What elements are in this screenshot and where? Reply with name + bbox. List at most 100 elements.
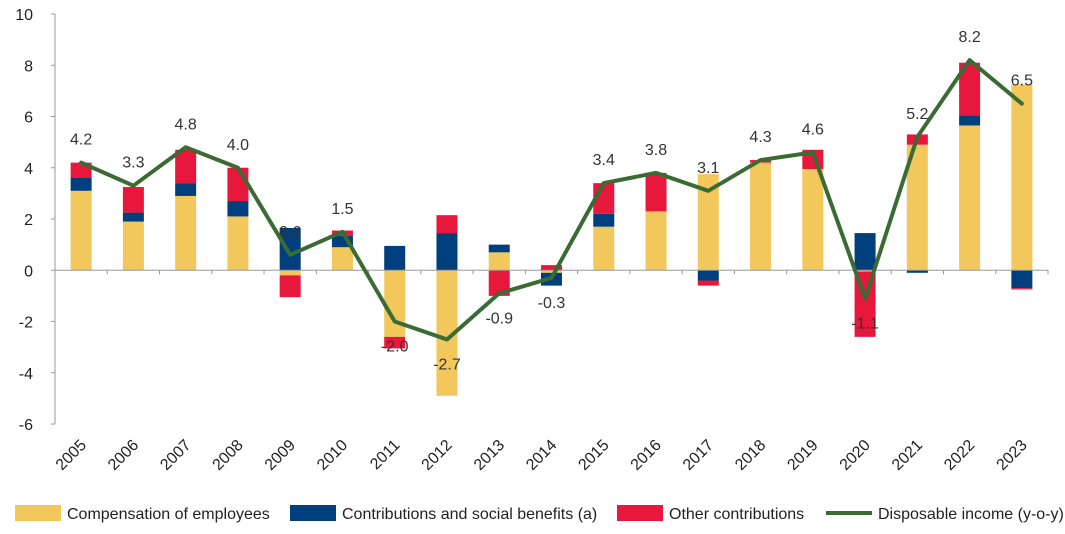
bar-2011-series-0	[384, 270, 406, 337]
bar-2011-series-1	[384, 245, 406, 271]
line-label-2014: -0.3	[538, 295, 566, 312]
bar-2017-series-1	[697, 270, 719, 281]
disposable-income-line	[79, 58, 1024, 342]
bar-2021-series-1	[906, 270, 928, 273]
x-tick-label-2015: 2015	[575, 437, 612, 474]
x-tick-label-2014: 2014	[523, 437, 560, 474]
line-label-2007: 4.8	[175, 116, 197, 133]
x-tick-label-2018: 2018	[732, 437, 769, 474]
y-tick-label: 8	[24, 58, 33, 75]
line-label-2012: -2.7	[433, 356, 461, 373]
bar-2023-series-0	[1011, 84, 1033, 271]
line-label-2018: 4.3	[749, 129, 771, 146]
bar-2017-series-0	[697, 174, 719, 271]
bar-2020-series-1	[854, 233, 876, 271]
line-label-2006: 3.3	[122, 155, 144, 172]
bar-2014-series-2	[541, 265, 562, 271]
bars-layer	[70, 62, 1033, 396]
bar-2005-series-0	[70, 190, 92, 271]
bar-2021-series-0	[906, 144, 928, 271]
x-tick-label-2016: 2016	[628, 437, 665, 474]
x-tick-label-2007: 2007	[157, 437, 194, 474]
line-label-2010: 1.5	[331, 201, 353, 218]
y-tick-label: -4	[19, 366, 33, 383]
bar-2007-series-0	[175, 195, 197, 271]
y-tick-label: -2	[19, 315, 33, 332]
bar-2009-series-0	[279, 270, 301, 276]
line-label-2017: 3.1	[697, 160, 719, 177]
legend-swatch-contributions	[290, 505, 336, 521]
bar-2022-series-1	[959, 115, 981, 126]
bar-2014-series-0	[541, 270, 562, 273]
legend-label-disposable-income: Disposable income (y-o-y)	[878, 506, 1064, 523]
bar-2019-series-0	[802, 169, 824, 271]
legend-swatch-compensation	[15, 505, 61, 521]
labels-layer: 4.2 3.3 4.8 4.0 0.6 1.5 -2.0 -2.7 -0.9 -0.3 3.4 3.8…	[70, 29, 1033, 373]
bar-2008-series-1	[227, 201, 249, 217]
bar-2017-series-2	[697, 280, 719, 286]
x-tick-label-2008: 2008	[210, 437, 247, 474]
line-label-2016: 3.8	[645, 142, 667, 159]
x-tick-label-2013: 2013	[471, 437, 508, 474]
x-tick-label-2022: 2022	[941, 437, 978, 474]
y-tick-label: -6	[19, 417, 33, 434]
line-layer	[79, 58, 1024, 342]
line-label-2021: 5.2	[906, 106, 928, 123]
line-label-2008: 4.0	[227, 137, 249, 154]
y-tick-label: 4	[24, 161, 33, 178]
x-tick-label-2009: 2009	[262, 437, 299, 474]
x-tick-label-2019: 2019	[784, 437, 821, 474]
line-label-2020: -1.1	[851, 315, 879, 332]
axes-layer: 10 8 6 4 2 0 -2 -4 -6 2005 2006 2007 2008 2009 2010 201…	[15, 7, 1049, 474]
x-tick-label-2021: 2021	[889, 437, 926, 474]
bar-2006-series-1	[122, 212, 144, 222]
bar-2010-series-0	[331, 247, 353, 271]
line-label-2005: 4.2	[70, 132, 92, 149]
bar-2007-series-1	[175, 183, 197, 196]
y-tick-label: 6	[24, 110, 33, 127]
bar-2006-series-2	[122, 186, 144, 213]
line-label-2011: -2.0	[381, 339, 409, 356]
bar-2007-series-2	[175, 149, 197, 184]
x-tick-label-2006: 2006	[105, 437, 142, 474]
bar-2008-series-0	[227, 216, 249, 271]
bar-2016-series-0	[645, 211, 667, 271]
y-tick-label: 2	[24, 212, 33, 229]
line-label-2013: -0.9	[485, 310, 513, 327]
bar-2022-series-0	[959, 125, 981, 271]
legend-label-other: Other contributions	[669, 506, 804, 523]
x-tick-label-2011: 2011	[367, 437, 403, 473]
bar-2012-series-1	[436, 233, 458, 271]
x-tick-label-2023: 2023	[994, 437, 1031, 474]
bar-2011-series-2	[384, 336, 406, 349]
bar-2015-series-0	[593, 226, 615, 271]
bar-2013-series-1	[488, 244, 510, 253]
y-tick-label: 0	[24, 263, 33, 280]
x-tick-label-2020: 2020	[837, 437, 874, 474]
bar-2012-series-2	[436, 215, 458, 234]
bar-2013-series-2	[488, 270, 510, 296]
bar-2010-series-1	[331, 235, 353, 248]
bar-2012-series-0	[436, 270, 458, 396]
x-tick-label-2012: 2012	[419, 437, 456, 474]
bar-2023-series-2	[1011, 288, 1033, 290]
bar-2013-series-0	[488, 252, 510, 271]
line-label-2009: 0.6	[279, 224, 301, 241]
bar-2009-series-1	[279, 227, 301, 271]
bar-2023-series-1	[1011, 270, 1033, 289]
bar-2006-series-0	[122, 221, 144, 271]
line-label-2023: 6.5	[1011, 73, 1033, 90]
line-label-2022: 8.2	[958, 29, 980, 46]
x-tick-label-2017: 2017	[680, 437, 717, 474]
bar-2016-series-2	[645, 172, 667, 212]
bar-2022-series-2	[959, 62, 981, 116]
line-label-2015: 3.4	[593, 152, 615, 169]
bar-2018-series-0	[750, 162, 772, 271]
legend-label-contributions: Contributions and social benefits (a)	[342, 506, 597, 523]
legend: Compensation of employees Contributions a…	[15, 505, 1064, 523]
bar-2005-series-1	[70, 178, 92, 191]
bar-2020-series-0	[854, 270, 876, 272]
line-label-2019: 4.6	[802, 121, 824, 138]
